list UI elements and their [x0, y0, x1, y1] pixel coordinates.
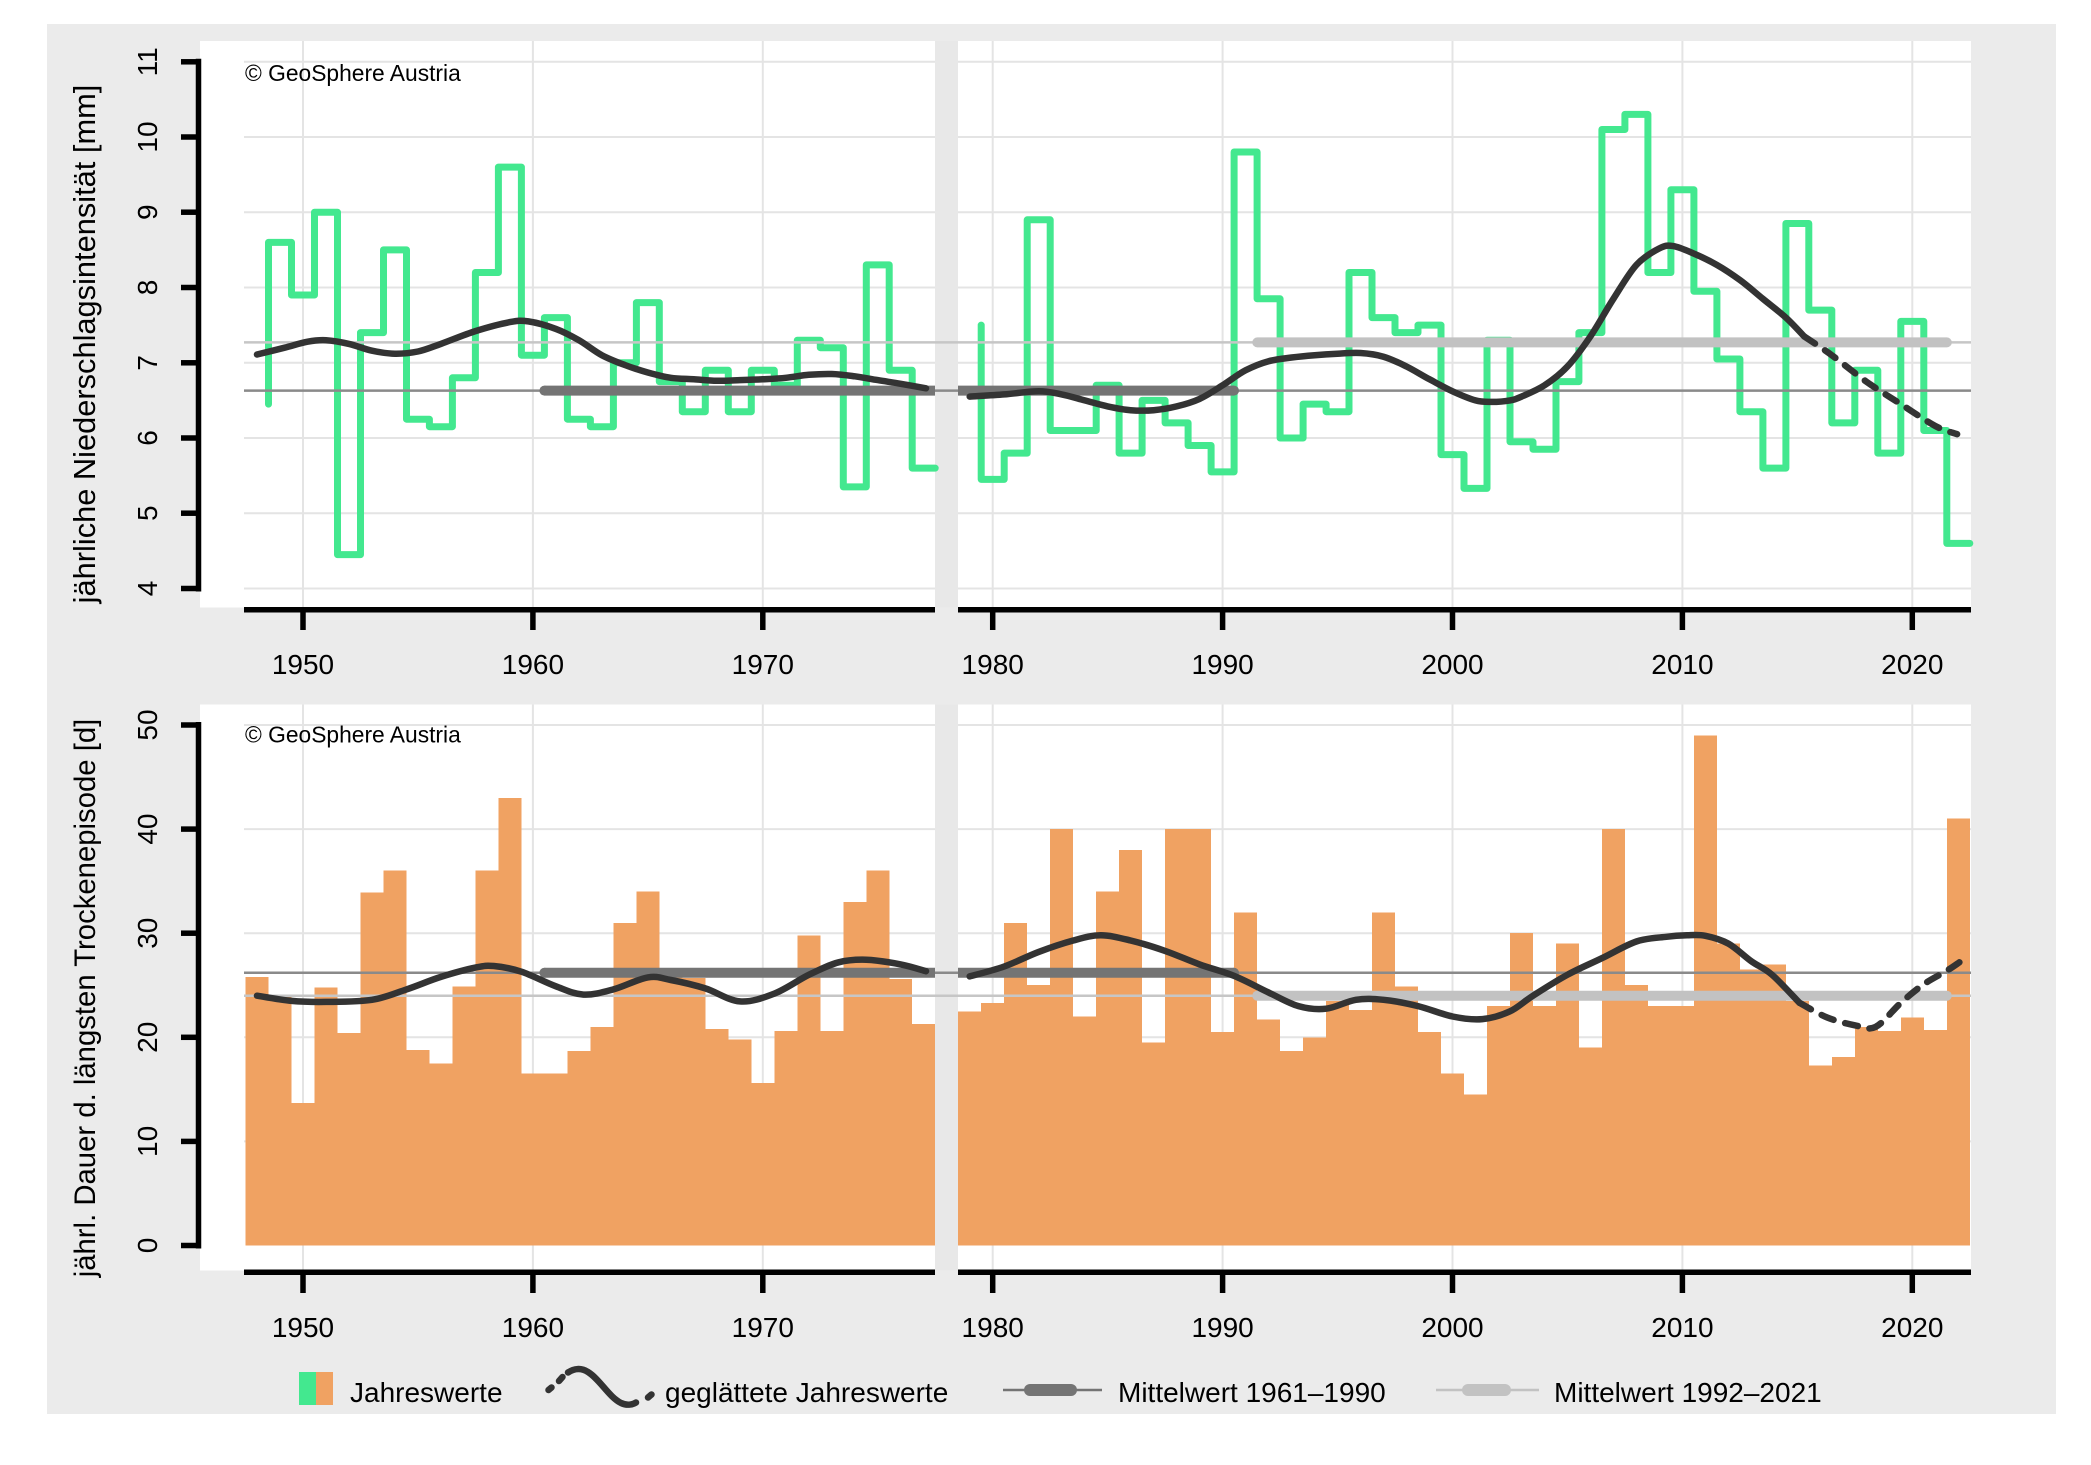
svg-text:1970: 1970 [732, 649, 794, 680]
svg-text:2020: 2020 [1881, 1312, 1943, 1343]
svg-text:© GeoSphere Austria: © GeoSphere Austria [245, 722, 461, 748]
svg-text:30: 30 [132, 918, 163, 949]
svg-text:Mittelwert 1961–1990: Mittelwert 1961–1990 [1118, 1377, 1386, 1408]
svg-text:10: 10 [132, 121, 163, 152]
svg-text:Jahreswerte: Jahreswerte [350, 1377, 503, 1408]
svg-text:10: 10 [132, 1126, 163, 1157]
svg-text:jährl. Dauer d. längsten Trock: jährl. Dauer d. längsten Trockenepisode … [69, 719, 102, 1279]
svg-text:50: 50 [132, 709, 163, 740]
svg-text:11: 11 [132, 47, 163, 76]
svg-text:1990: 1990 [1191, 649, 1253, 680]
svg-text:2010: 2010 [1651, 1312, 1713, 1343]
svg-text:5: 5 [132, 505, 163, 521]
svg-text:geglättete Jahreswerte: geglättete Jahreswerte [665, 1377, 948, 1408]
svg-text:4: 4 [132, 581, 163, 597]
svg-text:2010: 2010 [1651, 649, 1713, 680]
svg-text:9: 9 [132, 204, 163, 220]
svg-text:1980: 1980 [962, 1312, 1024, 1343]
svg-text:1990: 1990 [1191, 1312, 1253, 1343]
svg-text:0: 0 [132, 1238, 163, 1254]
svg-text:1950: 1950 [272, 649, 334, 680]
svg-text:jährliche Niederschlagsintensi: jährliche Niederschlagsintensität [mm] [67, 85, 102, 605]
svg-text:2020: 2020 [1881, 649, 1943, 680]
svg-text:20: 20 [132, 1022, 163, 1053]
svg-text:6: 6 [132, 430, 163, 446]
svg-text:1980: 1980 [962, 649, 1024, 680]
svg-text:2000: 2000 [1421, 1312, 1483, 1343]
svg-text:1950: 1950 [272, 1312, 334, 1343]
svg-text:1960: 1960 [502, 649, 564, 680]
svg-text:1960: 1960 [502, 1312, 564, 1343]
svg-text:7: 7 [132, 355, 163, 371]
svg-text:8: 8 [132, 280, 163, 296]
svg-text:2000: 2000 [1421, 649, 1483, 680]
svg-text:1970: 1970 [732, 1312, 794, 1343]
svg-text:© GeoSphere Austria: © GeoSphere Austria [245, 60, 461, 86]
svg-text:40: 40 [132, 814, 163, 845]
svg-text:Mittelwert 1992–2021: Mittelwert 1992–2021 [1554, 1377, 1822, 1408]
